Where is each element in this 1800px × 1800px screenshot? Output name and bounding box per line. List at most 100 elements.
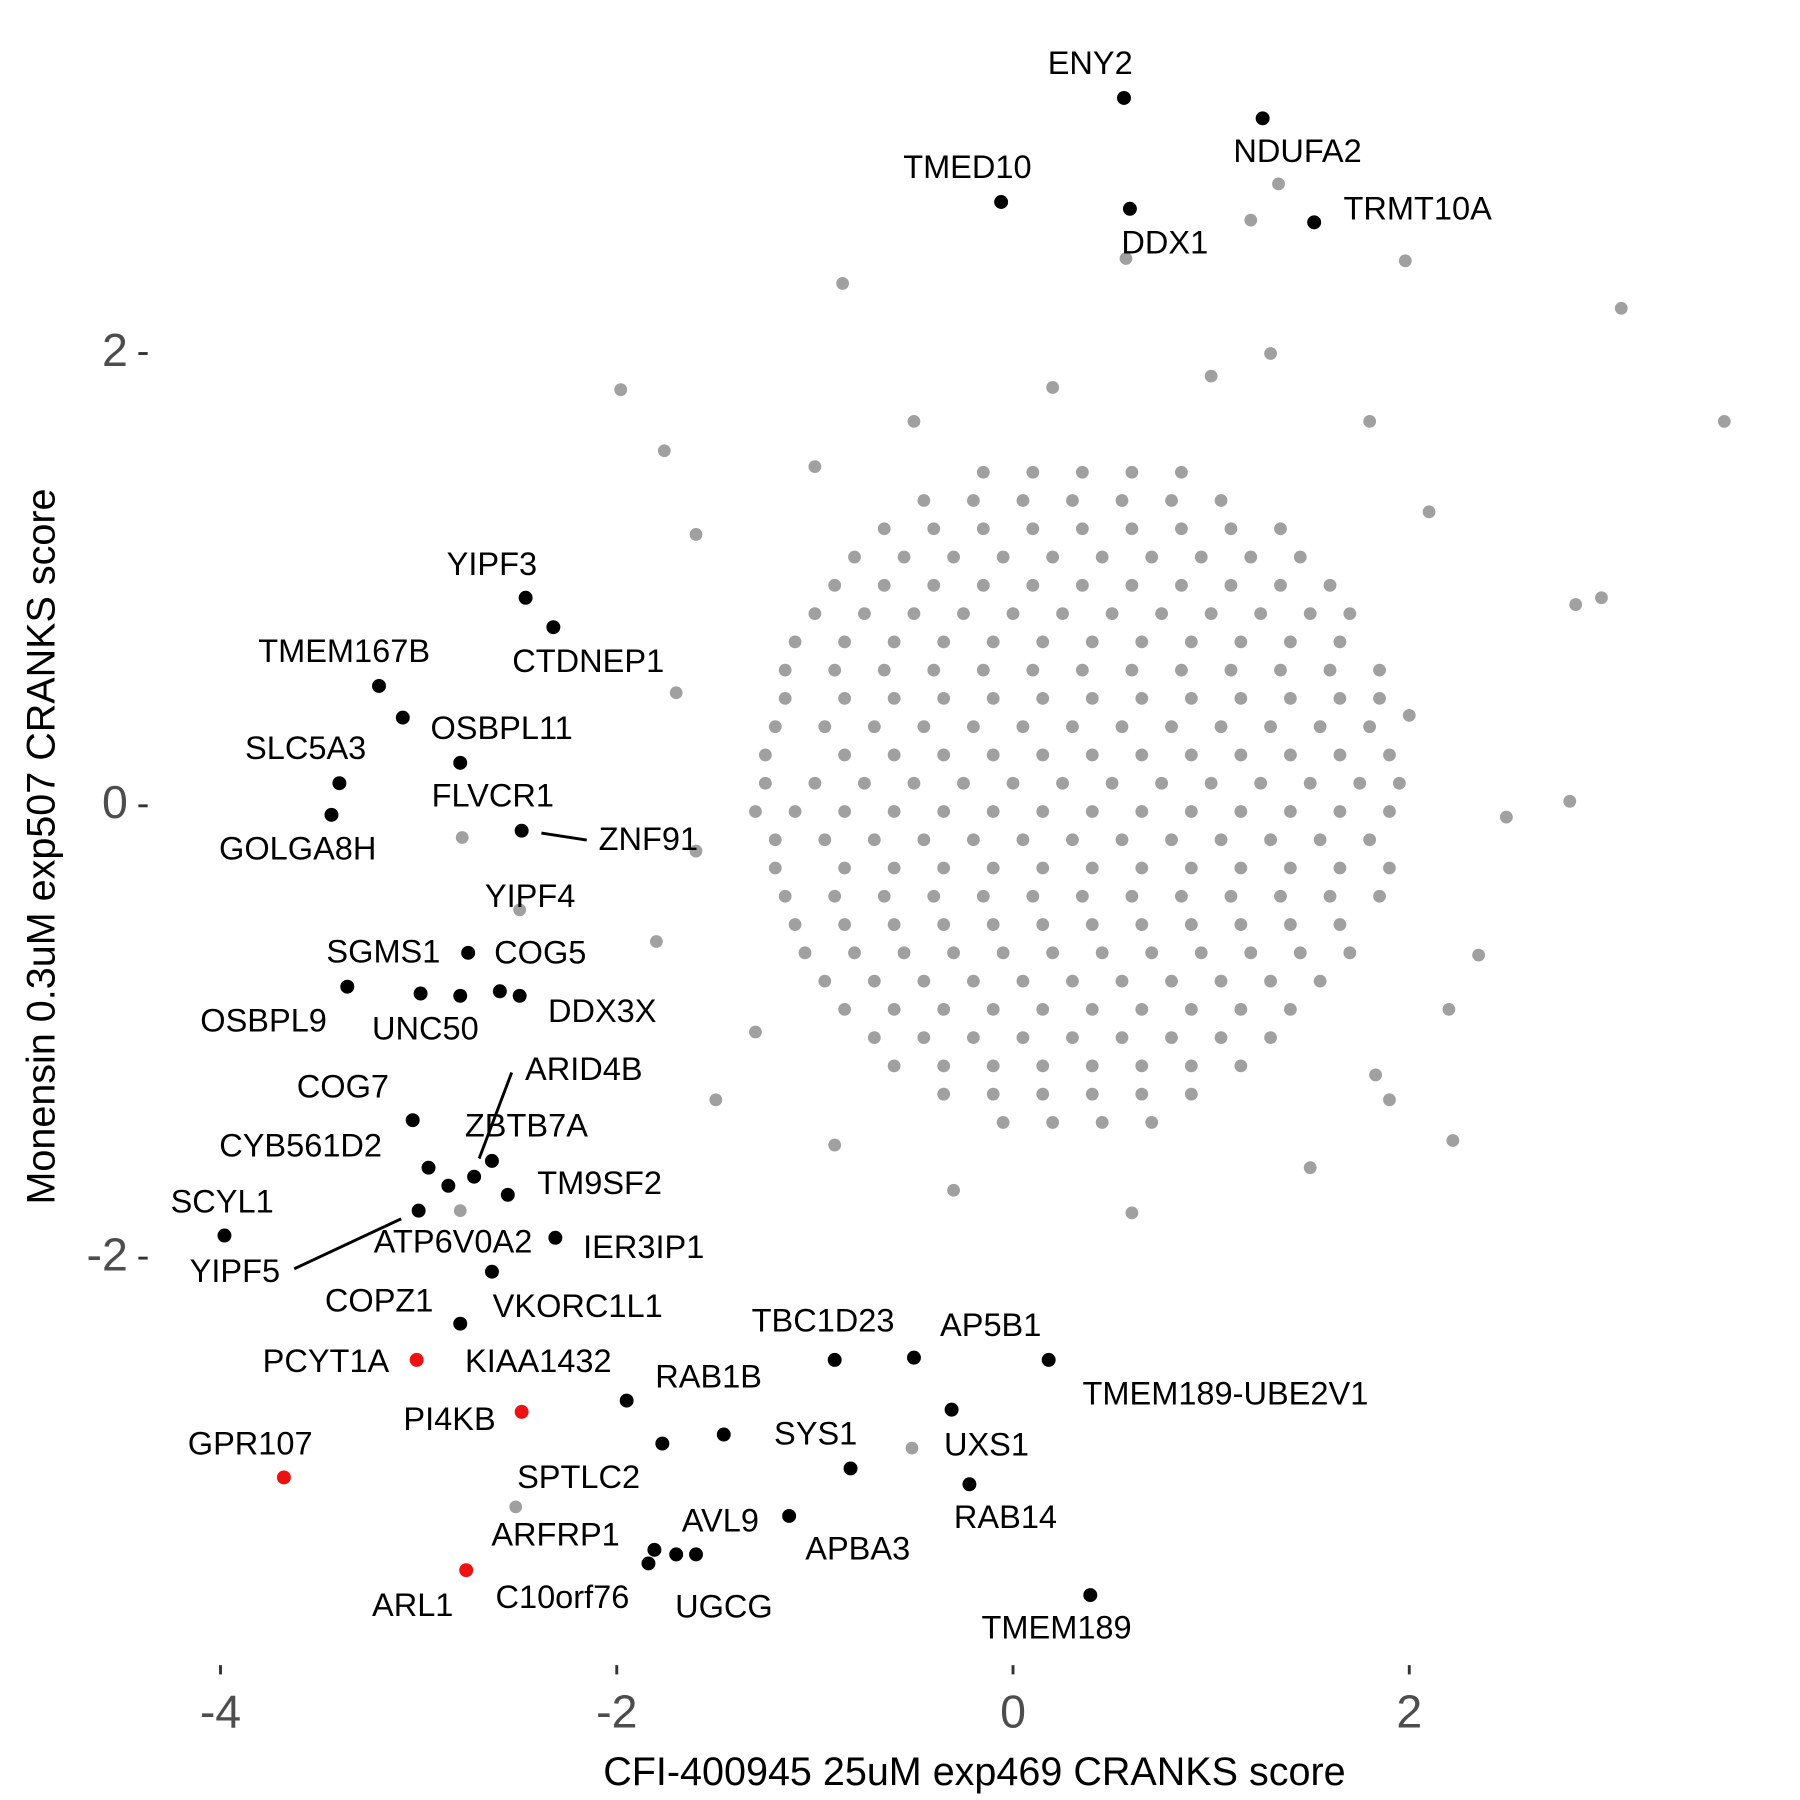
background-point [1105, 607, 1119, 620]
leader-line [541, 831, 587, 842]
background-point [1026, 889, 1040, 903]
background-point [887, 635, 901, 649]
background-point [1184, 1002, 1198, 1016]
background-point [1274, 663, 1287, 677]
background-point [1026, 663, 1040, 677]
background-point [1184, 635, 1198, 649]
background-point [1274, 522, 1287, 536]
background-point [1066, 1031, 1079, 1045]
highlight-point [453, 755, 468, 770]
background-point [788, 635, 802, 649]
background-point [1085, 918, 1099, 931]
background-point [877, 578, 891, 592]
background-point [1333, 861, 1347, 875]
background-point [1234, 692, 1248, 705]
point-label: UNC50 [372, 1010, 479, 1046]
point-label: UXS1 [944, 1426, 1029, 1462]
background-point [1155, 776, 1169, 790]
highlight-point [405, 1113, 420, 1128]
point-label: TMED10 [903, 149, 1031, 185]
background-point [709, 1093, 723, 1107]
point-label: ZNF91 [599, 821, 698, 857]
background-point [1343, 607, 1357, 620]
point-label: TRMT10A [1344, 190, 1493, 226]
background-point [1214, 720, 1228, 734]
background-point [1234, 1002, 1248, 1016]
background-point [1175, 522, 1188, 536]
background-point [808, 607, 822, 620]
point-label: UGCG [675, 1589, 773, 1625]
background-point [1016, 494, 1030, 507]
background-point [986, 1087, 1000, 1101]
y-tick-label: 0 [102, 776, 128, 828]
point-label: COG5 [494, 935, 586, 971]
background-point [614, 383, 628, 397]
point-label: YIPF3 [447, 546, 537, 582]
highlight-point [843, 1461, 858, 1476]
background-point [947, 1183, 960, 1197]
background-point [1234, 635, 1248, 649]
background-point [1046, 946, 1060, 960]
background-point [1056, 607, 1069, 620]
point-label: YIPF5 [190, 1253, 280, 1289]
background-point [1184, 1087, 1198, 1101]
point-label: DDX3X [548, 993, 657, 1029]
background-point [937, 1002, 951, 1016]
point-label: GPR107 [188, 1426, 313, 1462]
background-point [1115, 494, 1129, 507]
background-point [1363, 720, 1377, 734]
background-point [917, 1031, 931, 1045]
background-point [808, 460, 822, 473]
leader-line [293, 1217, 402, 1271]
background-point [858, 776, 871, 790]
highlight-point [655, 1436, 670, 1451]
highlight-point [484, 1153, 499, 1168]
highlight-point [276, 1470, 291, 1485]
point-label: OSBPL11 [430, 710, 572, 746]
highlight-point [492, 984, 507, 999]
background-point [1095, 946, 1109, 960]
background-point [867, 720, 881, 734]
highlight-point [500, 1187, 515, 1202]
background-point [838, 1002, 852, 1016]
background-point [778, 889, 792, 903]
background-point [788, 805, 802, 818]
background-point [1184, 748, 1198, 762]
background-point [1036, 635, 1050, 649]
background-point [1303, 776, 1317, 790]
background-point [1333, 748, 1347, 762]
background-point [768, 833, 782, 847]
background-point [1135, 861, 1149, 875]
background-point [966, 974, 980, 988]
highlight-point [217, 1228, 232, 1243]
highlight-point [669, 1547, 684, 1562]
background-point [947, 550, 960, 564]
background-point [838, 918, 852, 931]
highlight-point [461, 945, 476, 960]
background-point [1313, 720, 1327, 734]
background-point [1115, 974, 1129, 988]
background-point [1135, 1087, 1149, 1101]
highlight-point [546, 620, 561, 635]
background-point [986, 692, 1000, 705]
point-label: PCYT1A [263, 1343, 390, 1379]
highlight-point [441, 1178, 456, 1193]
background-point [887, 805, 901, 818]
background-point [1264, 347, 1277, 360]
background-point [966, 1031, 980, 1045]
background-point [513, 903, 527, 917]
background-point [1254, 776, 1268, 790]
background-point [1369, 1068, 1382, 1082]
background-point [1363, 833, 1377, 847]
x-axis-title: CFI-400945 25uM exp469 CRANKS score [603, 1750, 1345, 1794]
background-point [1085, 635, 1099, 649]
background-point [838, 861, 852, 875]
highlight-point [395, 710, 410, 725]
background-point [957, 607, 970, 620]
background-point [1383, 748, 1396, 762]
background-point [907, 414, 921, 428]
background-point [996, 1116, 1010, 1129]
highlight-point [641, 1556, 656, 1571]
background-point [917, 974, 931, 988]
